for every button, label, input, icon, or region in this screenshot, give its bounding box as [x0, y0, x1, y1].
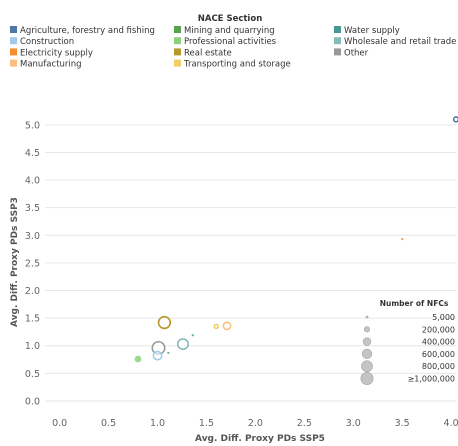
size-legend-label: 200,000 — [422, 325, 455, 334]
x-tick-label: 3.0 — [346, 418, 361, 429]
size-legend-label: ≥1,000,000 — [408, 375, 455, 384]
legend-swatch — [174, 37, 181, 45]
legend-label: Mining and quarrying — [184, 26, 275, 36]
color-legend: NACE Section Agriculture, forestry and f… — [10, 14, 456, 70]
x-tick-label: 1.0 — [150, 418, 165, 429]
data-point — [452, 116, 458, 123]
legend-label: Manufacturing — [20, 60, 82, 70]
legend-label: Electricity supply — [20, 48, 93, 58]
x-tick-label: 3.5 — [395, 418, 410, 429]
legend-swatch — [334, 37, 341, 45]
legend-item: Real estate — [174, 48, 232, 58]
legend-item: Transporting and storage — [174, 59, 291, 70]
size-legend-item: 600,000 — [361, 348, 455, 360]
size-legend-title: Number of NFCs — [380, 299, 449, 308]
data-points — [134, 116, 458, 363]
data-point — [176, 338, 189, 351]
y-tick-label: 0.0 — [25, 396, 40, 407]
size-legend-circle — [365, 315, 369, 319]
y-tick-label: 1.5 — [25, 314, 40, 325]
size-legend-circle — [362, 337, 372, 346]
data-point — [222, 321, 232, 331]
x-tick-label: 0.5 — [101, 418, 116, 429]
legend-swatch — [10, 48, 17, 56]
legend-label: Water supply — [344, 26, 400, 36]
legend-item: Mining and quarrying — [174, 26, 275, 36]
data-point — [134, 355, 142, 363]
size-legend-circle — [361, 348, 373, 360]
size-legend-item: ≥1,000,000 — [360, 371, 455, 385]
x-tick-label: 2.5 — [297, 418, 312, 429]
legend-item: Other — [334, 48, 369, 58]
size-legend-label: 5,000 — [432, 313, 455, 322]
legend-swatch — [334, 26, 341, 33]
legend-swatch — [174, 59, 181, 67]
data-point — [213, 323, 220, 330]
size-legend: Number of NFCs 5,000 200,000 400,000 600,00… — [360, 299, 455, 385]
color-legend-title: NACE Section — [198, 14, 263, 24]
legend-swatch — [10, 59, 17, 67]
legend-label: Agriculture, forestry and fishing — [20, 26, 155, 36]
x-tick-label: 4.0 — [444, 418, 458, 429]
y-tick-label: 3.0 — [25, 231, 40, 242]
legend-item: Professional activities — [174, 37, 277, 47]
legend-item: Electricity supply — [10, 48, 93, 58]
legend-label: Real estate — [184, 48, 232, 58]
legend-label: Transporting and storage — [183, 60, 291, 70]
x-tick-label: 2.0 — [248, 418, 263, 429]
legend-swatch — [174, 48, 181, 56]
size-legend-item: 800,000 — [361, 360, 455, 373]
x-tick-label: 1.5 — [199, 418, 214, 429]
size-legend-circle — [360, 371, 374, 385]
data-point — [401, 238, 404, 241]
legend-swatch — [334, 48, 341, 56]
y-tick-label: 5.0 — [25, 120, 40, 131]
data-point — [152, 350, 163, 361]
y-tick-label: 1.0 — [25, 341, 40, 352]
y-tick-label: 0.5 — [25, 369, 40, 380]
x-tick-label: 0.0 — [52, 418, 67, 429]
gridlines — [45, 124, 456, 402]
legend-swatch — [10, 26, 17, 33]
legend-swatch — [10, 37, 17, 45]
size-legend-item: 5,000 — [365, 313, 455, 322]
y-tick-label: 4.0 — [25, 176, 40, 187]
legend-label: Other — [344, 48, 369, 58]
size-legend-circle — [363, 326, 371, 333]
size-legend-label: 600,000 — [422, 350, 455, 359]
y-tick-label: 2.5 — [25, 258, 40, 269]
size-legend-label: 800,000 — [422, 362, 455, 371]
y-tick-label: 4.5 — [25, 148, 40, 159]
legend-label: Construction — [20, 37, 74, 47]
legend-label: Professional activities — [184, 37, 277, 47]
x-axis-ticks: 0.00.51.01.52.02.53.03.54.04. — [52, 418, 458, 429]
y-tick-label: 2.0 — [25, 286, 40, 297]
y-tick-label: 3.5 — [25, 203, 40, 214]
size-legend-label: 400,000 — [422, 338, 455, 347]
legend-item: Water supply — [334, 26, 400, 36]
size-legend-item: 200,000 — [363, 325, 455, 334]
legend-label: Wholesale and retail trade — [344, 37, 456, 47]
x-axis-title: Avg. Diff. Proxy PDs SSP5 — [195, 434, 325, 444]
size-legend-item: 400,000 — [362, 337, 455, 347]
y-axis-title: Avg. Diff. Proxy PDs SSP3 — [10, 197, 20, 327]
legend-item: Manufacturing — [10, 59, 82, 70]
legend-swatch — [174, 26, 181, 33]
data-point — [191, 334, 194, 337]
y-axis-ticks: 0.0 0.5 1.0 1.5 2.0 2.5 3.0 3.5 4.0 4.5 5.0 — [25, 120, 40, 407]
legend-item: Wholesale and retail trade — [334, 37, 456, 47]
legend-item: Agriculture, forestry and fishing — [10, 26, 155, 36]
legend-item: Construction — [10, 37, 74, 47]
size-legend-circle — [361, 360, 373, 373]
data-point — [167, 351, 170, 355]
data-point — [157, 315, 172, 330]
